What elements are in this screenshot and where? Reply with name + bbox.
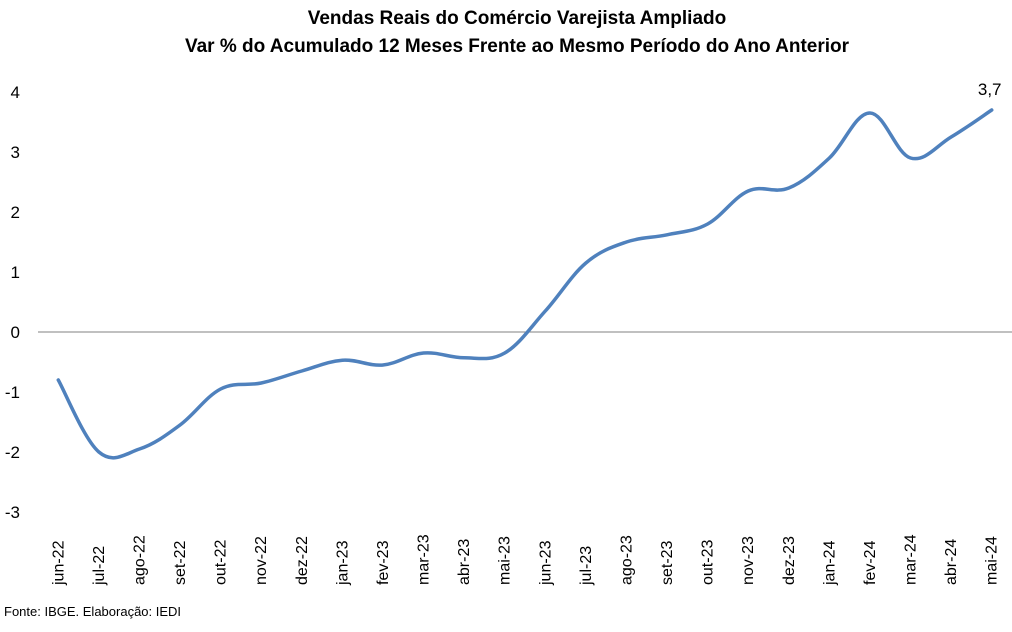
chart-subtitle: Var % do Acumulado 12 Meses Frente ao Me…: [185, 36, 850, 57]
x-tick-label: nov-23: [740, 536, 757, 585]
x-tick-label: abr-24: [943, 539, 960, 585]
x-tick-label: fev-24: [862, 540, 879, 585]
y-tick-label: 1: [11, 263, 20, 282]
x-tick-label: jul-23: [578, 546, 595, 586]
x-tick-label: dez-22: [294, 536, 311, 585]
x-tick-label: mai-23: [497, 536, 514, 585]
y-tick-label: -3: [5, 503, 20, 522]
x-tick-label: mai-24: [984, 536, 1001, 585]
y-tick-label: 3: [11, 143, 20, 162]
y-tick-label: 0: [11, 323, 20, 342]
data-label: 3,7: [978, 80, 1002, 99]
x-tick-label: ago-23: [618, 535, 635, 585]
x-tick-label: fev-23: [375, 540, 392, 585]
x-tick-label: nov-22: [253, 536, 270, 585]
y-tick-label: -1: [5, 383, 20, 402]
x-tick-label: jan-23: [334, 540, 351, 586]
x-tick-label: abr-23: [456, 539, 473, 585]
plot-area: 4 3 2 1 0 -1 -2 -3 jun-22 jul-22 ago-22 set-22 out-2…: [5, 80, 1012, 586]
x-tick-label: dez-23: [781, 536, 798, 585]
series-line: [56, 108, 994, 460]
x-tick-label: jul-22: [91, 546, 108, 586]
x-tick-label: jun-22: [50, 540, 67, 586]
y-tick-label: -2: [5, 443, 20, 462]
source-note: Fonte: IBGE. Elaboração: IEDI: [4, 604, 182, 619]
x-tick-label: mar-24: [903, 534, 920, 585]
x-tick-label: jun-23: [537, 540, 554, 586]
x-tick-label: mar-23: [416, 534, 433, 585]
x-tick-label: ago-22: [131, 535, 148, 585]
x-tick-label: set-23: [659, 540, 676, 585]
x-tick-label: out-22: [213, 540, 230, 585]
x-tick-label: jan-24: [821, 540, 838, 586]
x-tick-label: set-22: [172, 540, 189, 585]
x-tick-label: out-23: [700, 540, 717, 585]
chart-title: Vendas Reais do Comércio Varejista Ampli…: [308, 8, 727, 29]
y-tick-label: 4: [11, 83, 20, 102]
y-tick-label: 2: [11, 203, 20, 222]
